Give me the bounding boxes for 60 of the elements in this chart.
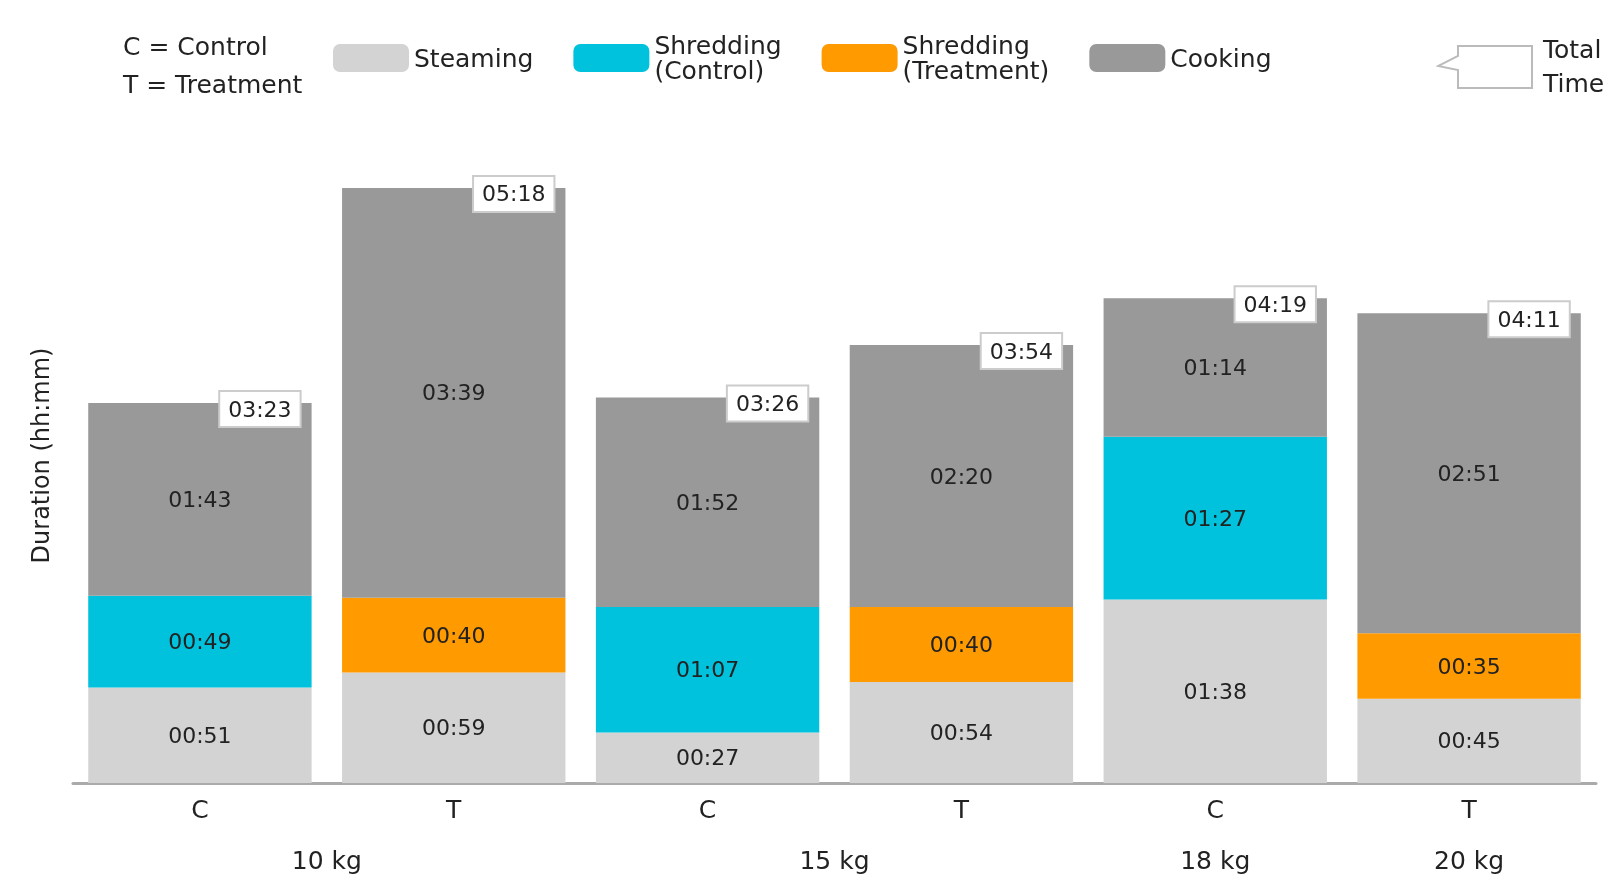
x-tick-label: T [1460, 795, 1478, 824]
data-label: 00:40 [929, 632, 994, 658]
total-label: 03:23 [228, 396, 292, 422]
bar [1103, 298, 1327, 437]
data-label: 00:35 [1437, 653, 1501, 679]
bar [849, 607, 1074, 682]
data-label: 01:07 [675, 657, 740, 683]
bar [849, 345, 1074, 608]
bar [1357, 313, 1581, 634]
total-label: 05:18 [482, 181, 546, 207]
legend-label: Steaming [414, 43, 534, 73]
text: Total Time [1542, 34, 1605, 98]
data-label: 00:45 [1437, 728, 1501, 754]
data-label: 00:54 [929, 719, 994, 745]
data-label: 02:20 [929, 463, 994, 489]
data-label: 01:43 [168, 486, 232, 512]
x-tick-label: C [698, 795, 717, 824]
text: 10 kg [291, 845, 362, 875]
bar [595, 607, 820, 733]
data-label: 00:51 [168, 722, 232, 748]
y-axis-title: Duration (hh:mm) [27, 347, 55, 564]
x-tick-label: T [445, 795, 463, 824]
data-label: 01:14 [1183, 355, 1247, 381]
total-label: 03:54 [989, 338, 1054, 364]
bar [595, 732, 820, 783]
data-label: 01:38 [1183, 678, 1247, 704]
bar [1103, 599, 1327, 783]
text: C = Control [123, 31, 268, 61]
x-tick-label: C [1206, 795, 1224, 824]
data-label: 00:59 [422, 715, 486, 741]
bar [849, 681, 1074, 783]
bar [1357, 633, 1581, 699]
bar [88, 595, 312, 688]
legend-label: Shredding (Treatment) [902, 31, 1050, 85]
text: 20 kg [1434, 845, 1505, 875]
data-label: 03:39 [422, 380, 486, 406]
data-label: 01:52 [675, 489, 740, 515]
legend-label: Cooking [1170, 43, 1272, 73]
total-label: 04:19 [1243, 291, 1307, 317]
text: 18 kg [1180, 845, 1251, 875]
text: 15 kg [799, 845, 870, 875]
bar [342, 187, 566, 598]
data-label: 00:49 [168, 629, 232, 655]
x-tick-label: C [191, 795, 209, 824]
bar [1103, 436, 1327, 600]
data-label: 02:51 [1437, 460, 1501, 486]
data-label: 01:27 [1183, 505, 1247, 531]
text: T = Treatment [122, 69, 303, 99]
total-label: 04:11 [1497, 306, 1561, 332]
data-label: 00:40 [422, 622, 486, 648]
bar [1357, 698, 1581, 783]
bar [595, 397, 820, 608]
bar [342, 597, 566, 673]
bar [88, 687, 312, 783]
bar [342, 672, 566, 783]
total-label: 03:26 [735, 390, 800, 416]
data-label: 00:27 [675, 745, 740, 771]
legend-label: Shredding (Control) [654, 31, 782, 85]
x-tick-label: T [952, 795, 970, 824]
bar [88, 403, 312, 596]
